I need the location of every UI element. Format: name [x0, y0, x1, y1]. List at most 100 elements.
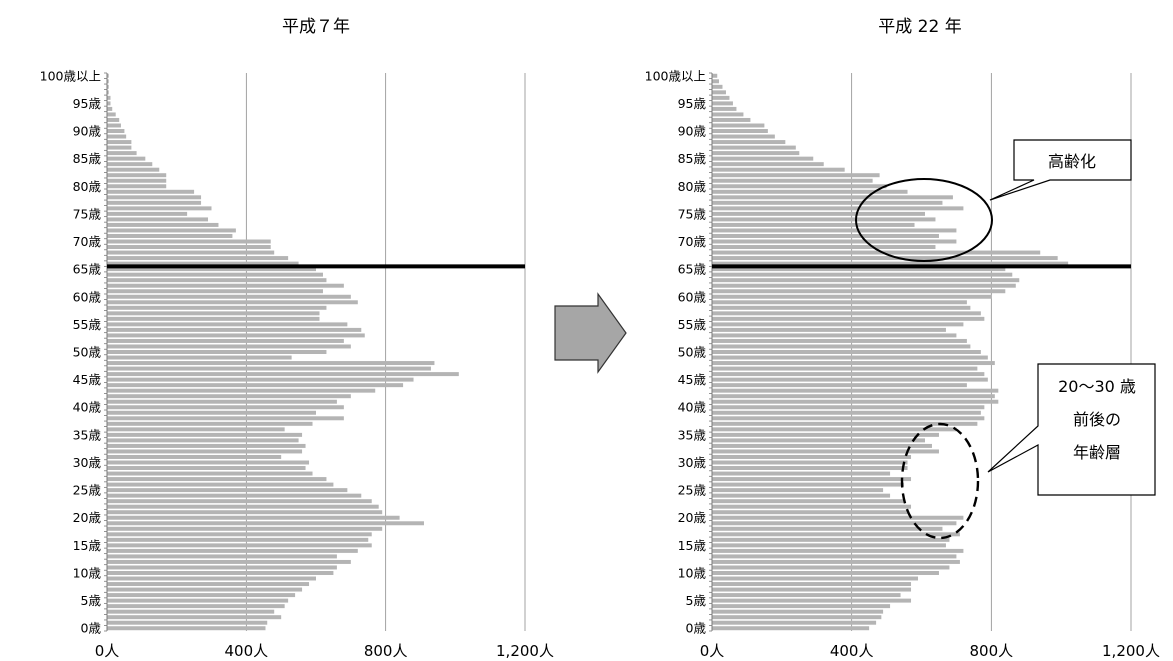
- bar: [712, 410, 981, 415]
- chart-title: 平成 22 年: [878, 17, 961, 37]
- bar: [712, 206, 964, 211]
- bar: [107, 200, 202, 205]
- bar: [107, 206, 212, 211]
- bar: [712, 443, 932, 448]
- bar: [107, 432, 303, 437]
- bar: [712, 101, 733, 106]
- aging-ellipse: [855, 178, 993, 262]
- bar: [712, 134, 775, 139]
- chart-title: 平成７年: [282, 17, 350, 37]
- y-tick-label: 40歳: [73, 400, 102, 415]
- bar: [107, 217, 209, 222]
- bar: [107, 256, 289, 261]
- bar: [712, 117, 751, 122]
- y-tick-label: 95歳: [73, 96, 102, 111]
- y-tick-label: 45歳: [678, 372, 707, 387]
- bars: [107, 73, 459, 631]
- bar: [712, 366, 978, 371]
- bar: [107, 571, 334, 575]
- bar: [712, 344, 971, 349]
- bar: [107, 245, 271, 250]
- aging-annotation: 高齢化: [855, 139, 1132, 262]
- bar: [107, 189, 195, 194]
- bar: [107, 537, 369, 542]
- y-tick-label: 65歳: [73, 262, 102, 277]
- bar: [107, 515, 400, 520]
- bar: [712, 350, 981, 354]
- y-tick-label: 90歳: [73, 124, 102, 139]
- bar: [712, 333, 957, 338]
- y-tick-label: 70歳: [73, 234, 102, 249]
- y-tick-label: 60歳: [73, 289, 102, 304]
- bar: [107, 593, 296, 598]
- y-axis: 0歳 5歳 10歳 15歳 20歳 25歳 30歳 35歳 40歳 45歳 50歳 55歳 60歳 65歳…: [40, 68, 108, 636]
- bar: [107, 377, 414, 382]
- bar: [712, 405, 985, 410]
- bar: [712, 377, 988, 382]
- bar: [712, 327, 946, 332]
- bar: [107, 211, 188, 216]
- bar: [712, 278, 1020, 283]
- x-tick-label: 0人: [95, 642, 120, 660]
- bar: [712, 151, 800, 156]
- bar: [712, 261, 1069, 266]
- bar: [107, 598, 289, 603]
- x-tick-label: 1,200人: [496, 642, 554, 660]
- bar: [107, 322, 348, 327]
- bar: [712, 427, 957, 432]
- y-tick-label: 15歳: [73, 538, 102, 553]
- bar: [107, 504, 379, 509]
- y-tick-label: 35歳: [678, 427, 707, 442]
- y-tick-label: 25歳: [73, 483, 102, 498]
- bar: [107, 482, 334, 487]
- bar: [712, 521, 957, 526]
- bar: [712, 432, 939, 437]
- x-tick-label: 400人: [225, 642, 269, 660]
- chart-heisei-7: 平成７年 0歳 5歳 10歳 15歳 20歳 25歳 30歳 35歳 40歳 45歳 50歳 55歳 6…: [40, 17, 554, 660]
- bar: [712, 438, 925, 443]
- bar: [712, 129, 768, 133]
- y-tick-label: 70歳: [678, 234, 707, 249]
- bar: [107, 228, 236, 233]
- bar: [107, 140, 132, 145]
- bar: [107, 532, 372, 537]
- bar: [107, 443, 306, 448]
- bar: [712, 482, 905, 487]
- x-tick-label: 800人: [364, 642, 408, 660]
- bar: [107, 471, 313, 476]
- bar: [712, 322, 964, 327]
- y-tick-label: 60歳: [678, 289, 707, 304]
- chart-heisei-22: 平成 22 年 0歳 5歳 10歳 15歳 20歳 25歳 30歳 35歳 40歳 45歳 50歳 5…: [645, 17, 1160, 660]
- bar: [712, 289, 1006, 294]
- bar: [107, 294, 351, 299]
- bar: [712, 361, 995, 366]
- bar: [107, 283, 344, 288]
- bar: [712, 316, 985, 321]
- bar: [107, 526, 383, 531]
- x-tick-label: 1,200人: [1102, 642, 1160, 660]
- bar: [712, 504, 912, 509]
- bar: [107, 499, 372, 504]
- bar: [107, 222, 219, 227]
- y-tick-label: 75歳: [678, 206, 707, 221]
- bar: [107, 372, 459, 377]
- y-tick-label: 10歳: [73, 565, 102, 580]
- bar: [712, 90, 726, 95]
- bar: [107, 399, 337, 404]
- bar: [107, 477, 327, 482]
- bar: [107, 311, 320, 316]
- bar: [712, 604, 891, 609]
- bar: [107, 438, 299, 443]
- bar: [712, 311, 981, 316]
- bar: [712, 145, 796, 150]
- bar: [107, 620, 268, 625]
- x-tick-label: 400人: [830, 642, 874, 660]
- bar: [712, 416, 985, 421]
- y-tick-label: 20歳: [73, 510, 102, 525]
- bar: [712, 79, 719, 84]
- bar: [712, 239, 957, 244]
- bar: [107, 272, 323, 277]
- y-tick-label: 85歳: [73, 151, 102, 166]
- aging-callout-label: 高齢化: [1048, 152, 1096, 171]
